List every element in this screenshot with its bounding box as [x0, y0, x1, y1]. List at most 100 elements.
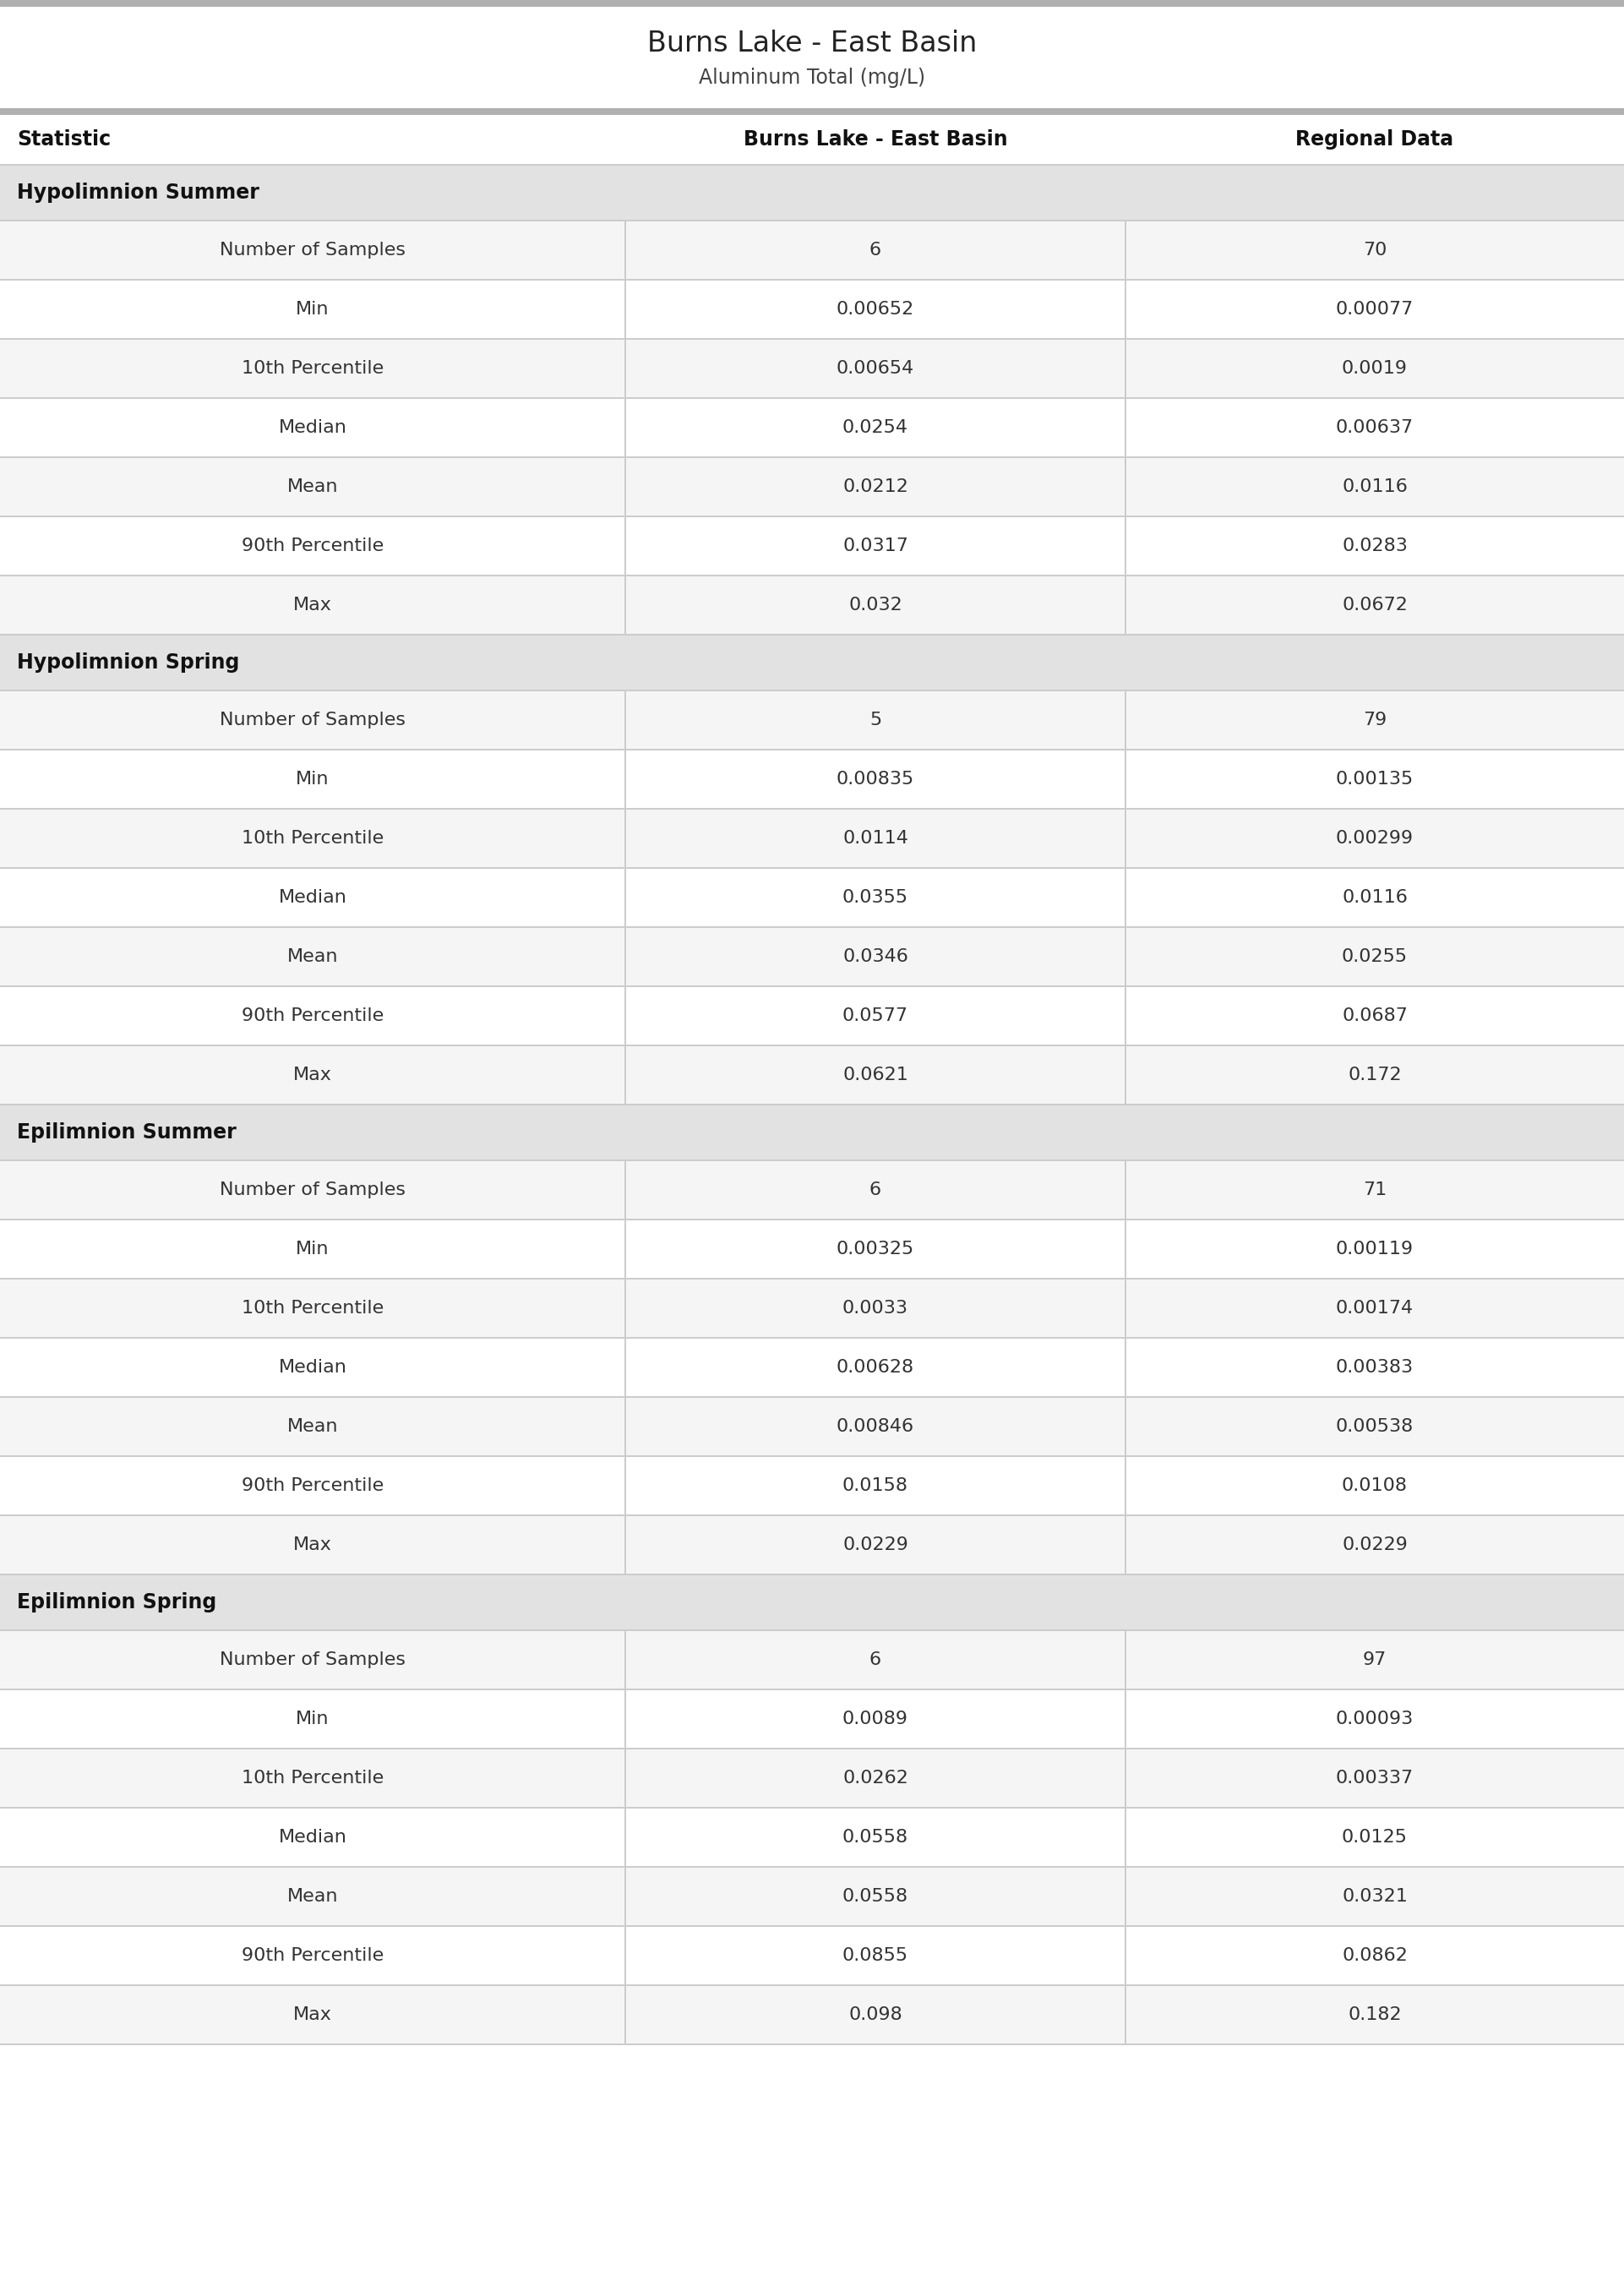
Bar [624, 340, 627, 397]
Bar [1124, 1750, 1127, 1807]
Bar [0, 340, 1624, 397]
Text: 90th Percentile: 90th Percentile [242, 1008, 383, 1024]
Bar [624, 577, 627, 633]
Bar [0, 1457, 1624, 1514]
Text: Aluminum Total (mg/L): Aluminum Total (mg/L) [698, 68, 926, 89]
Bar [1124, 1868, 1127, 1925]
Text: Statistic: Statistic [16, 129, 110, 150]
Bar [1124, 1691, 1127, 1748]
Text: Max: Max [294, 597, 331, 613]
Text: 0.0558: 0.0558 [843, 1830, 908, 1846]
Text: 0.00299: 0.00299 [1337, 831, 1413, 847]
Bar [624, 222, 627, 279]
Bar [1124, 518, 1127, 574]
Text: Mean: Mean [287, 949, 338, 965]
Text: 90th Percentile: 90th Percentile [242, 538, 383, 554]
Text: Mean: Mean [287, 479, 338, 495]
Bar [0, 1868, 1624, 1925]
Bar [1124, 1339, 1127, 1396]
Bar [0, 751, 1624, 808]
Bar [1124, 1457, 1127, 1514]
Bar [0, 1809, 1624, 1866]
Bar [624, 751, 627, 808]
Text: 0.00093: 0.00093 [1337, 1712, 1413, 1727]
Text: 0.0855: 0.0855 [843, 1948, 908, 1964]
Text: Burns Lake - East Basin: Burns Lake - East Basin [646, 30, 978, 57]
Text: Max: Max [294, 2007, 331, 2023]
Text: 0.032: 0.032 [848, 597, 903, 613]
Bar [1124, 222, 1127, 279]
Text: 0.0672: 0.0672 [1341, 597, 1408, 613]
Bar [0, 222, 1624, 279]
Text: Median: Median [278, 420, 348, 436]
Text: Min: Min [296, 1712, 330, 1727]
Text: 70: 70 [1363, 241, 1387, 259]
Text: Regional Data: Regional Data [1296, 129, 1453, 150]
Bar [1124, 1986, 1127, 2043]
Text: 0.0262: 0.0262 [843, 1771, 908, 1786]
Text: Median: Median [278, 890, 348, 906]
Bar [1124, 751, 1127, 808]
Text: 0.0621: 0.0621 [843, 1067, 908, 1083]
Bar [0, 1046, 1624, 1103]
Text: 5: 5 [869, 711, 882, 729]
Bar [0, 636, 1624, 690]
Text: 6: 6 [869, 1650, 882, 1668]
Bar [0, 1750, 1624, 1807]
Bar [624, 1691, 627, 1748]
Text: 0.0577: 0.0577 [843, 1008, 908, 1024]
Bar [624, 1221, 627, 1278]
Bar [0, 459, 1624, 515]
Bar [624, 1750, 627, 1807]
Bar [624, 459, 627, 515]
Text: 0.0346: 0.0346 [843, 949, 908, 965]
Bar [624, 518, 627, 574]
Text: 0.0254: 0.0254 [843, 420, 908, 436]
Text: 0.0116: 0.0116 [1341, 890, 1408, 906]
Text: 0.0321: 0.0321 [1341, 1889, 1408, 1905]
Bar [0, 400, 1624, 456]
Bar [0, 7, 1624, 109]
Bar [1124, 577, 1127, 633]
Bar [0, 810, 1624, 867]
Bar [1124, 400, 1127, 456]
Text: 0.0125: 0.0125 [1341, 1830, 1408, 1846]
Bar [624, 1632, 627, 1689]
Text: Epilimnion Summer: Epilimnion Summer [16, 1121, 237, 1142]
Text: Mean: Mean [287, 1889, 338, 1905]
Text: 0.0255: 0.0255 [1341, 949, 1408, 965]
Bar [1124, 1398, 1127, 1455]
Text: 0.0089: 0.0089 [843, 1712, 908, 1727]
Text: Number of Samples: Number of Samples [219, 711, 406, 729]
Text: 90th Percentile: 90th Percentile [242, 1478, 383, 1494]
Bar [1124, 1927, 1127, 1984]
Bar [0, 1516, 1624, 1573]
Bar [1124, 1516, 1127, 1573]
Bar [0, 1339, 1624, 1396]
Text: Min: Min [296, 1242, 330, 1258]
Bar [1124, 340, 1127, 397]
Bar [0, 1632, 1624, 1689]
Bar [1124, 869, 1127, 926]
Text: Min: Min [296, 772, 330, 788]
Bar [624, 1457, 627, 1514]
Bar [0, 1691, 1624, 1748]
Bar [0, 116, 1624, 163]
Bar [1124, 1221, 1127, 1278]
Text: 0.00835: 0.00835 [836, 772, 914, 788]
Text: Median: Median [278, 1360, 348, 1376]
Text: Min: Min [296, 302, 330, 318]
Text: 90th Percentile: 90th Percentile [242, 1948, 383, 1964]
Text: 0.0687: 0.0687 [1341, 1008, 1408, 1024]
Text: Epilimnion Spring: Epilimnion Spring [16, 1591, 216, 1612]
Text: 0.00637: 0.00637 [1337, 420, 1413, 436]
Bar [624, 1162, 627, 1219]
Bar [0, 1575, 1624, 1630]
Bar [1124, 281, 1127, 338]
Bar [624, 987, 627, 1044]
Text: 0.00846: 0.00846 [836, 1419, 914, 1435]
Bar [624, 1986, 627, 2043]
Bar [624, 1516, 627, 1573]
Text: 0.0019: 0.0019 [1341, 361, 1408, 377]
Bar [0, 109, 1624, 116]
